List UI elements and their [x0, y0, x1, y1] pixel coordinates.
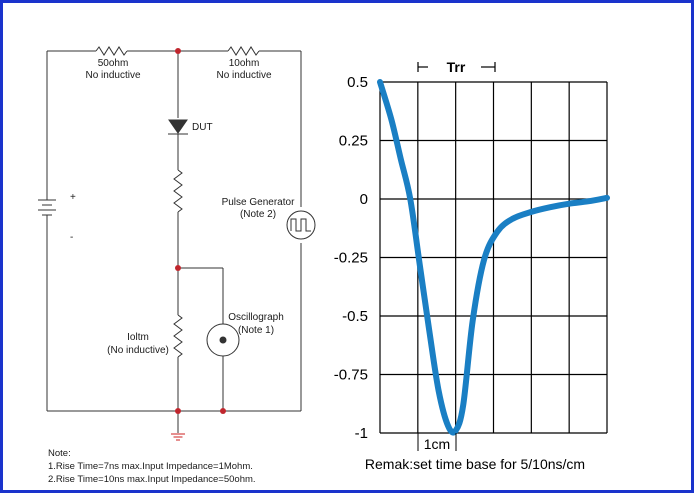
resistor-50ohm	[95, 46, 128, 56]
trr-label: Trr	[447, 59, 466, 75]
test-circuit	[38, 46, 316, 441]
scale-marker	[417, 433, 457, 451]
pulse-generator-icon	[286, 210, 316, 240]
r3-note-label: (No inductive)	[107, 345, 169, 356]
y-tick-label: 0	[360, 191, 368, 208]
remark-label: Remak:set time base for 5/10ns/cm	[365, 456, 585, 472]
notes-line-1: 1.Rise Time=7ns max.Input Impedance=1Moh…	[48, 461, 253, 472]
y-tick-labels: 0.5 0.25 0 -0.25 -0.5 -0.75 -1	[334, 74, 368, 442]
pulse-generator-label: Pulse Generator	[222, 197, 295, 208]
notes-line-2: 2.Rise Time=10ns max.Input Impedance=50o…	[48, 474, 256, 485]
r2-value-label: 10ohm	[229, 58, 260, 69]
trr-marker	[417, 62, 496, 72]
r3-value-label: Ioltm	[127, 332, 149, 343]
dut-label: DUT	[192, 122, 213, 133]
chart-grid	[379, 81, 608, 434]
series-line	[377, 79, 610, 436]
resistor-ioltm	[173, 314, 183, 358]
y-tick-label: -0.75	[334, 367, 368, 384]
resistor-series	[173, 169, 183, 213]
y-tick-label: -1	[355, 425, 368, 442]
junction-dots	[175, 48, 226, 414]
y-tick-label: 0.5	[347, 74, 368, 91]
scale-label: 1cm	[424, 436, 450, 452]
r1-value-label: 50ohm	[98, 58, 129, 69]
oscillograph-note-label: (Note 1)	[238, 325, 274, 336]
battery-minus-label: -	[70, 232, 73, 243]
waveform-chart: 0.5 0.25 0 -0.25 -0.5 -0.75 -1 Trr 1cm Remak:s…	[334, 59, 610, 472]
r2-note-label: No inductive	[216, 70, 271, 81]
oscillograph-label: Oscillograph	[228, 312, 284, 323]
y-tick-label: 0.25	[339, 133, 368, 150]
y-tick-label: -0.25	[334, 250, 368, 267]
r1-note-label: No inductive	[85, 70, 140, 81]
ground-icon	[171, 433, 185, 441]
pulse-generator-note-label: (Note 2)	[240, 209, 276, 220]
notes-heading: Note:	[48, 448, 71, 459]
resistor-10ohm	[227, 46, 260, 56]
battery-plus-label: +	[70, 192, 76, 203]
y-tick-label: -0.5	[342, 308, 368, 325]
